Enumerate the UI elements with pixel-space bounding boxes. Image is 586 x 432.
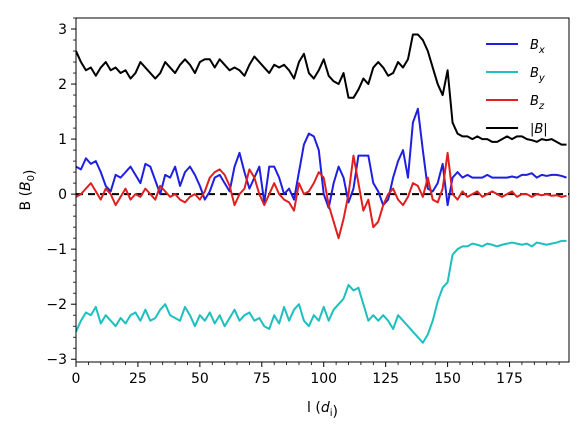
y-tick-label: 3 (58, 22, 67, 38)
y-tick-label: −3 (46, 352, 67, 368)
x-tick-label: 75 (253, 371, 271, 387)
x-tick-label: 150 (434, 371, 461, 387)
y-tick-label: 2 (58, 77, 67, 93)
x-tick-label: 100 (310, 371, 337, 387)
legend-label-1: By (530, 66, 546, 84)
legend-label-2: Bz (530, 94, 545, 112)
y-tick-label: 0 (58, 187, 67, 203)
series-line-0 (75, 107, 567, 209)
series-line-2 (75, 151, 567, 240)
y-axis-label: B (B0) (18, 170, 38, 211)
y-tick-label: 1 (58, 132, 67, 148)
legend-label-3: |B| (530, 122, 548, 137)
series-line-3 (75, 33, 567, 146)
y-tick-label: −1 (46, 242, 67, 258)
plot-frame (75, 17, 570, 363)
legend: Bx By Bz |B| (486, 38, 548, 137)
legend-label-0: Bx (530, 38, 545, 56)
series-line-1 (75, 239, 567, 344)
y-tick-label: −2 (46, 297, 67, 313)
x-axis-label: l (di) (307, 400, 338, 420)
x-tick-label: 125 (372, 371, 399, 387)
x-tick-label: 175 (496, 371, 523, 387)
x-tick-label: 0 (72, 371, 81, 387)
x-tick-label: 50 (191, 371, 209, 387)
x-tick-label: 25 (129, 371, 147, 387)
